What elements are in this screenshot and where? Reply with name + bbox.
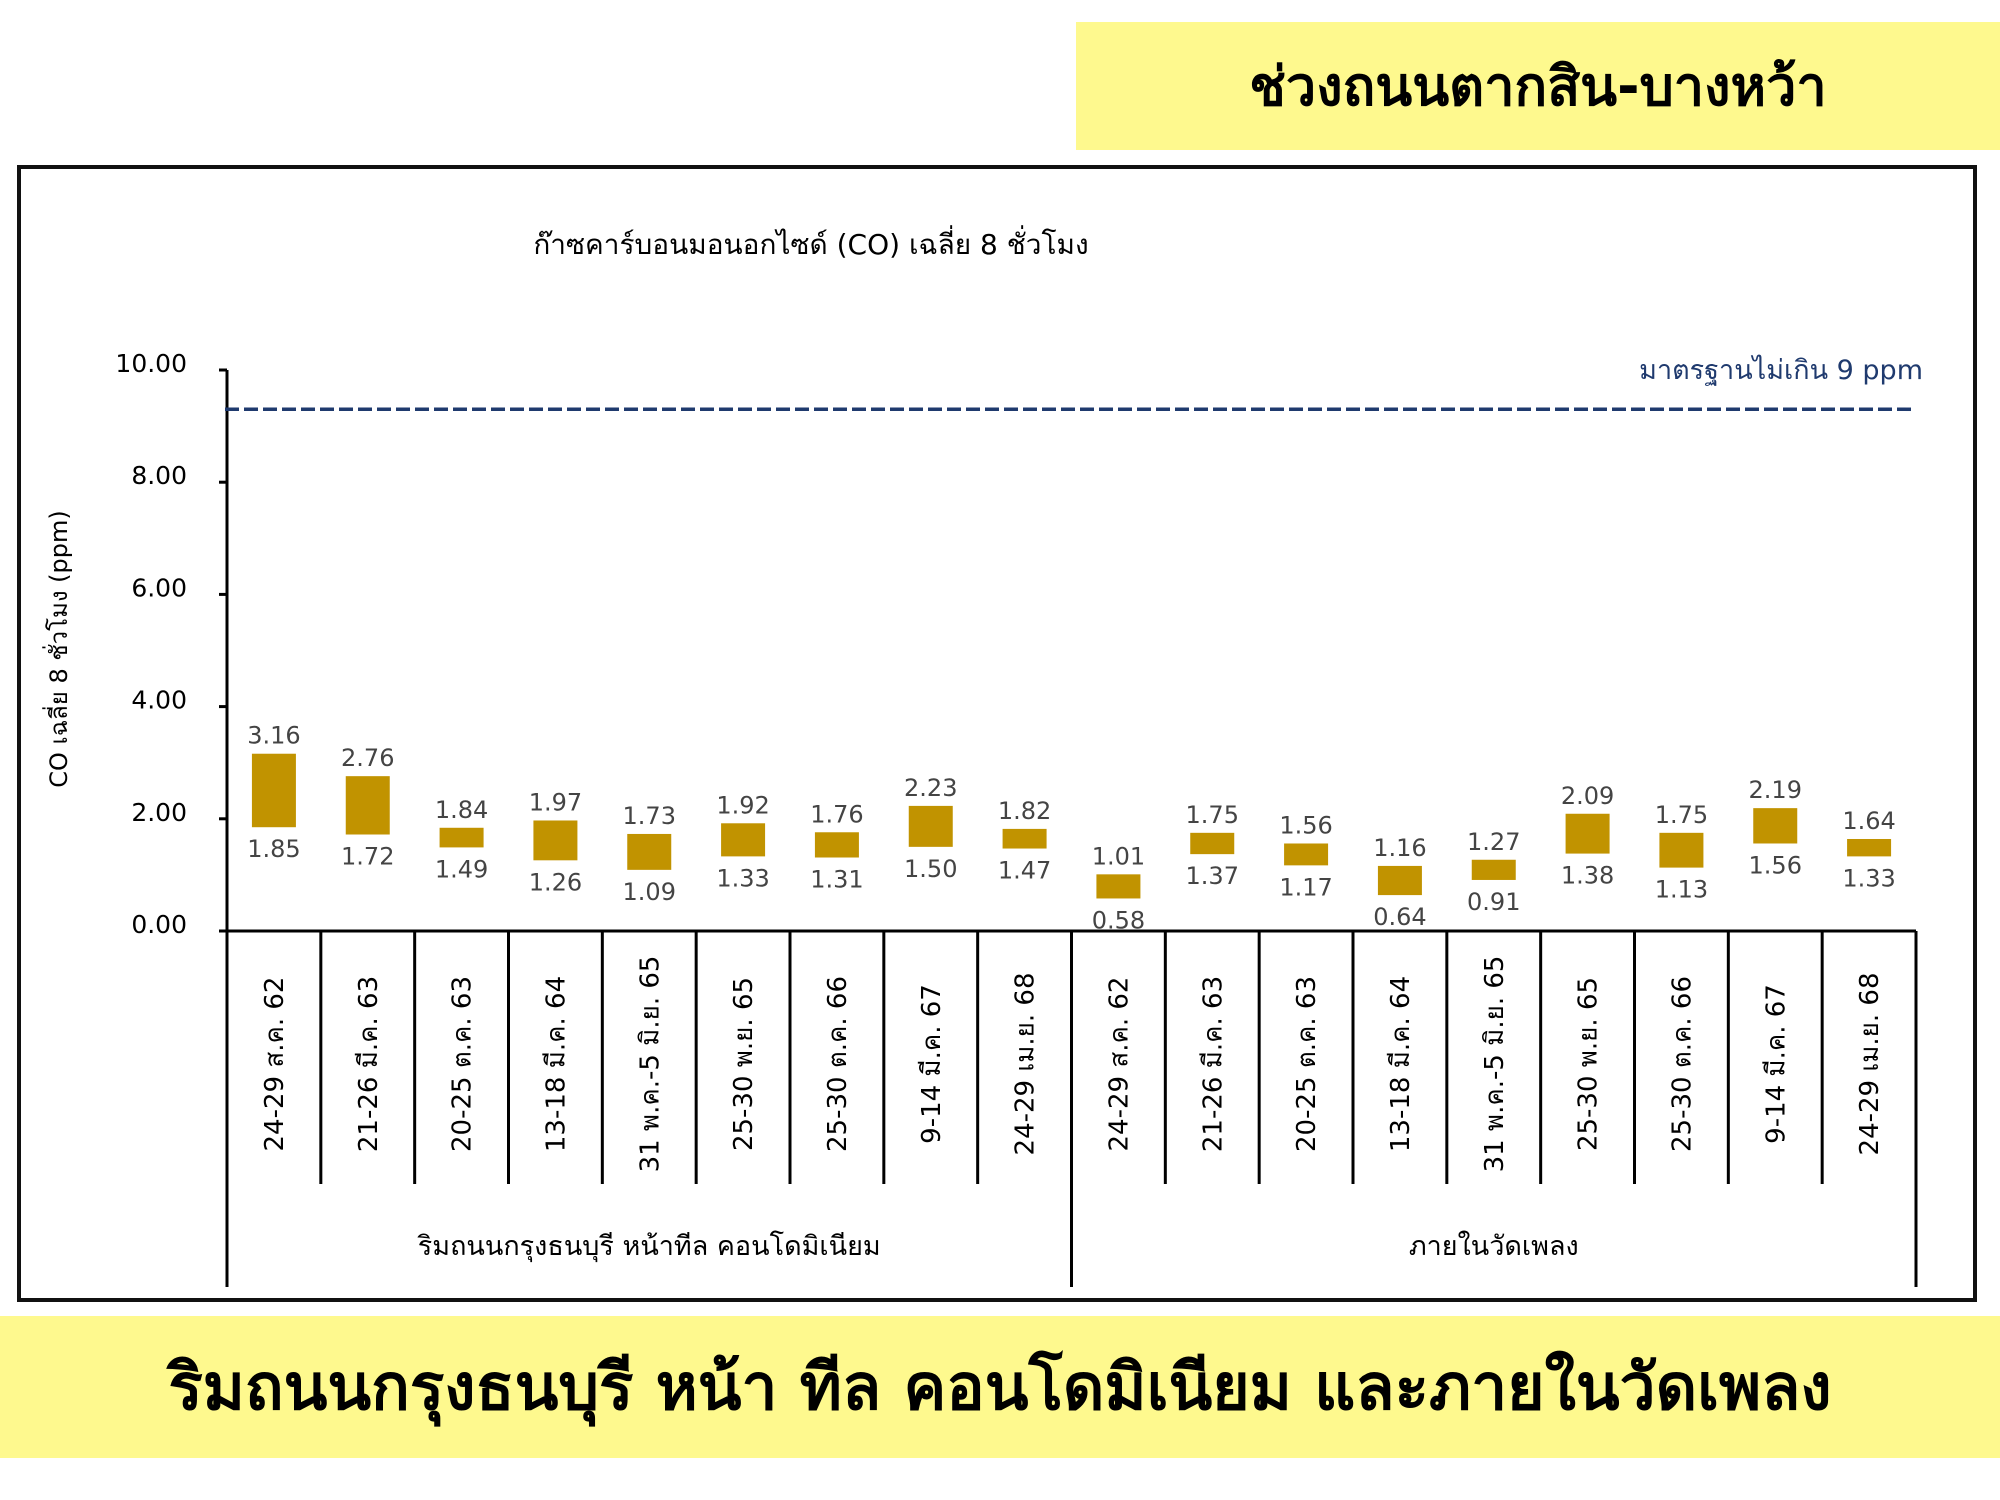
min-value-label: 1.33 — [1842, 864, 1895, 892]
max-value-label: 2.23 — [904, 774, 957, 802]
min-value-label: 1.38 — [1561, 862, 1614, 890]
max-value-label: 1.56 — [1279, 811, 1332, 839]
range-bar — [721, 823, 766, 857]
category-label: 25-30 ต.ค. 66 — [823, 976, 853, 1152]
category-label: 24-29 เม.ย. 68 — [1011, 973, 1041, 1156]
min-value-label: 1.72 — [341, 843, 394, 871]
min-value-label: 1.37 — [1186, 862, 1239, 890]
range-bar — [1190, 832, 1235, 855]
range-bar — [1565, 813, 1610, 854]
range-bar — [908, 805, 953, 847]
footer-caption: ริมถนนกรุงธนบุรี หน้า ทีล คอนโดมิเนียม แ… — [168, 1351, 1832, 1425]
y-tick-label: 4.00 — [131, 686, 187, 715]
category-label: 25-30 พ.ย. 65 — [1574, 977, 1604, 1151]
min-value-label: 1.17 — [1279, 873, 1332, 901]
range-bar — [1659, 832, 1704, 868]
min-value-label: 1.26 — [529, 868, 582, 896]
min-value-label: 1.31 — [810, 866, 863, 894]
max-value-label: 1.97 — [529, 788, 582, 816]
min-value-label: 0.91 — [1467, 888, 1520, 916]
min-value-label: 1.56 — [1749, 851, 1802, 879]
y-tick-label: 10.00 — [115, 349, 187, 378]
category-label: 25-30 ต.ค. 66 — [1667, 976, 1697, 1152]
group-label: ภายในวัดเพลง — [1409, 1230, 1579, 1262]
min-value-label: 1.50 — [904, 855, 957, 883]
top-banner: ช่วงถนนตากสิน-บางหว้า — [1076, 22, 2000, 150]
category-label: 20-25 ต.ค. 63 — [448, 976, 478, 1152]
chart-title: ก๊าซคาร์บอนมอนอกไซด์ (CO) เฉลี่ย 8 ชั่วโ… — [533, 225, 1088, 261]
min-value-label: 0.58 — [1092, 906, 1145, 934]
max-value-label: 1.16 — [1373, 834, 1426, 862]
range-bar — [345, 776, 390, 835]
category-label: 24-29 เม.ย. 68 — [1855, 973, 1885, 1156]
category-label: 13-18 มี.ค. 64 — [541, 976, 571, 1152]
min-value-label: 0.64 — [1373, 903, 1426, 931]
y-tick-label: 0.00 — [131, 910, 187, 939]
max-value-label: 1.76 — [810, 800, 863, 828]
y-axis-label: CO เฉลี่ย 8 ชั่วโมง (ppm) — [42, 510, 73, 788]
max-value-label: 1.82 — [998, 797, 1051, 825]
range-bar — [814, 832, 859, 858]
range-bar — [1096, 874, 1141, 899]
chart-frame: ก๊าซคาร์บอนมอนอกไซด์ (CO) เฉลี่ย 8 ชั่วโ… — [17, 165, 1977, 1302]
category-label: 24-29 ส.ค. 62 — [260, 977, 290, 1152]
bottom-banner: ริมถนนกรุงธนบุรี หน้า ทีล คอนโดมิเนียม แ… — [0, 1316, 2000, 1458]
min-value-label: 1.85 — [247, 835, 300, 863]
y-tick-label: 8.00 — [131, 461, 187, 490]
category-label: 25-30 พ.ย. 65 — [729, 977, 759, 1151]
min-value-label: 1.13 — [1655, 876, 1708, 904]
min-value-label: 1.33 — [716, 864, 769, 892]
range-bar — [1471, 859, 1516, 880]
range-bar — [533, 820, 578, 861]
range-bar — [251, 753, 296, 828]
category-label: 20-25 ต.ค. 63 — [1292, 976, 1322, 1152]
max-value-label: 3.16 — [247, 722, 300, 750]
range-bar — [1002, 828, 1047, 849]
max-value-label: 1.01 — [1092, 842, 1145, 870]
max-value-label: 2.76 — [341, 744, 394, 772]
y-tick-label: 2.00 — [131, 798, 187, 827]
range-bar — [1753, 808, 1798, 844]
y-tick-label: 6.00 — [131, 573, 187, 602]
category-label: 9-14 มี.ค. 67 — [1761, 984, 1791, 1144]
range-bar — [1284, 843, 1329, 866]
max-value-label: 1.64 — [1842, 807, 1895, 835]
max-value-label: 2.09 — [1561, 782, 1614, 810]
page-title: ช่วงถนนตากสิน-บางหว้า — [1249, 55, 1827, 118]
category-label: 31 พ.ค.-5 มิ.ย. 65 — [1480, 956, 1510, 1173]
category-label: 21-26 มี.ค. 63 — [354, 976, 384, 1152]
min-value-label: 1.49 — [435, 855, 488, 883]
max-value-label: 1.75 — [1655, 801, 1708, 829]
group-label: ริมถนนกรุงธนบุรี หน้าทีล คอนโดมิเนียม — [417, 1231, 880, 1263]
max-value-label: 1.73 — [623, 802, 676, 830]
max-value-label: 1.92 — [716, 791, 769, 819]
max-value-label: 1.84 — [435, 796, 488, 824]
range-bar — [1847, 838, 1892, 857]
min-value-label: 1.09 — [623, 878, 676, 906]
category-label: 31 พ.ค.-5 มิ.ย. 65 — [635, 956, 665, 1173]
category-label: 9-14 มี.ค. 67 — [917, 984, 947, 1144]
range-bar — [439, 827, 484, 848]
category-label: 24-29 ส.ค. 62 — [1104, 977, 1134, 1152]
max-value-label: 2.19 — [1749, 776, 1802, 804]
category-label: 13-18 มี.ค. 64 — [1386, 976, 1416, 1152]
range-bar — [627, 833, 672, 870]
max-value-label: 1.75 — [1186, 801, 1239, 829]
range-bar-chart: ก๊าซคาร์บอนมอนอกไซด์ (CO) เฉลี่ย 8 ชั่วโ… — [42, 225, 1923, 1287]
range-bar — [1377, 865, 1422, 896]
min-value-label: 1.47 — [998, 857, 1051, 885]
standard-label: มาตรฐานไม่เกิน 9 ppm — [1639, 355, 1923, 386]
max-value-label: 1.27 — [1467, 828, 1520, 856]
category-label: 21-26 มี.ค. 63 — [1198, 976, 1228, 1152]
